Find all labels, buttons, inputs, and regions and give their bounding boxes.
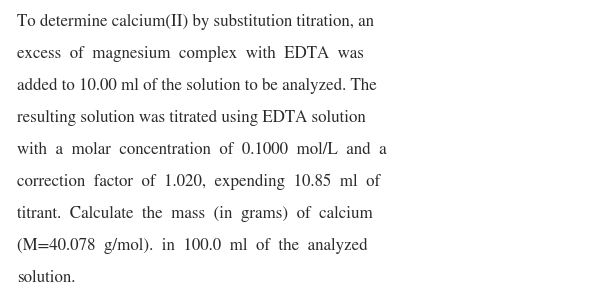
Text: (M=40.078  g/mol).  in  100.0  ml  of  the  analyzed: (M=40.078 g/mol). in 100.0 ml of the ana… bbox=[17, 238, 367, 254]
Text: excess  of  magnesium  complex  with  EDTA  was: excess of magnesium complex with EDTA wa… bbox=[17, 46, 364, 62]
Text: resulting solution was titrated using EDTA solution: resulting solution was titrated using ED… bbox=[17, 110, 365, 126]
Text: with  a  molar  concentration  of  0.1000  mol/L  and  a: with a molar concentration of 0.1000 mol… bbox=[17, 142, 386, 158]
Text: To determine calcium(II) by substitution titration, an: To determine calcium(II) by substitution… bbox=[17, 14, 374, 30]
Text: added to 10.00 ml of the solution to be analyzed. The: added to 10.00 ml of the solution to be … bbox=[17, 78, 377, 94]
Text: titrant.  Calculate  the  mass  (in  grams)  of  calcium: titrant. Calculate the mass (in grams) o… bbox=[17, 206, 373, 222]
Text: correction  factor  of  1.020,  expending  10.85  ml  of: correction factor of 1.020, expending 10… bbox=[17, 174, 380, 190]
Text: solution.: solution. bbox=[17, 270, 75, 286]
